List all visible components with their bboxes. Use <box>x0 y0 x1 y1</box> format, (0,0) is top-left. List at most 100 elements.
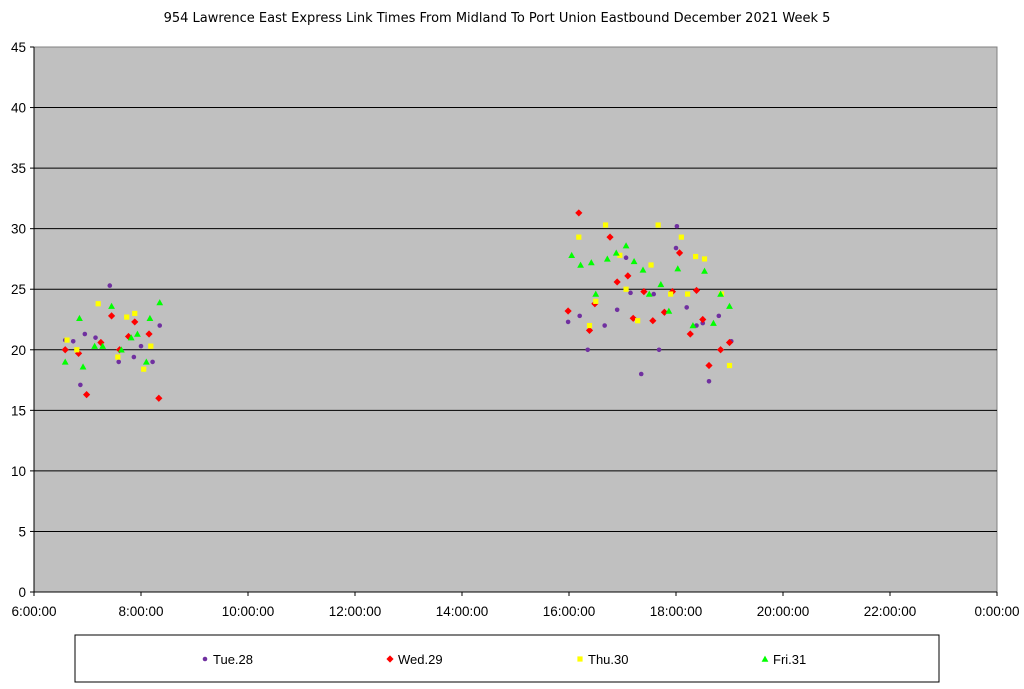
data-point <box>684 305 689 310</box>
data-point <box>640 288 648 296</box>
x-tick-label: 22:00:00 <box>864 604 917 619</box>
data-point <box>602 323 607 328</box>
legend-marker <box>386 655 394 663</box>
data-point <box>577 261 584 268</box>
data-point <box>95 301 101 307</box>
chart-title: 954 Lawrence East Express Link Times Fro… <box>164 11 831 26</box>
axes <box>33 47 997 593</box>
data-point <box>585 347 591 353</box>
legend: Tue.28 Wed.29 Thu.30 Fri.31 <box>74 634 940 683</box>
data-point <box>648 262 654 268</box>
data-point <box>146 314 154 322</box>
data-point <box>61 358 69 365</box>
y-tick-label: 25 <box>11 282 26 297</box>
data-point <box>725 338 734 347</box>
data-point <box>70 339 76 344</box>
data-point <box>117 346 125 353</box>
legend-label: Wed.29 <box>398 652 443 667</box>
data-point <box>156 299 164 306</box>
data-points <box>61 209 734 402</box>
data-point <box>76 314 83 322</box>
data-point <box>645 290 653 297</box>
data-point <box>157 323 163 328</box>
data-point <box>603 255 611 262</box>
x-axis-tick-labels: 6:00:00 8:00:00 10:00:00 12:00:00 14:00:00 16… <box>11 604 1019 619</box>
plot-area <box>33 46 998 593</box>
data-point <box>82 331 88 337</box>
data-point <box>678 234 684 240</box>
x-tick-label: 0:00:00 <box>974 604 1019 619</box>
data-point <box>623 255 629 261</box>
data-point <box>693 253 699 260</box>
data-point <box>141 366 147 372</box>
legend-label: Thu.30 <box>588 652 628 667</box>
data-point <box>78 382 83 388</box>
data-point <box>93 335 98 340</box>
data-point <box>655 222 661 228</box>
data-point <box>674 265 682 272</box>
data-point <box>565 319 571 325</box>
gridlines <box>30 46 998 596</box>
data-point <box>706 378 712 384</box>
x-tick-label: 10:00:00 <box>222 604 275 619</box>
data-point <box>131 354 137 360</box>
data-point <box>145 330 153 338</box>
data-point <box>673 245 679 251</box>
x-tick-label: 20:00:00 <box>757 604 810 619</box>
data-point <box>142 358 150 365</box>
data-point <box>686 330 694 338</box>
data-point <box>674 223 680 229</box>
x-tick-label: 6:00:00 <box>11 604 56 619</box>
series-thu-30 <box>64 222 733 372</box>
data-point <box>577 313 582 319</box>
data-point <box>638 371 644 377</box>
data-point <box>132 310 138 317</box>
data-point <box>635 318 641 324</box>
data-point <box>668 291 674 297</box>
data-point <box>700 320 706 326</box>
legend-box <box>74 634 940 683</box>
data-point <box>585 326 594 334</box>
data-point <box>716 346 725 354</box>
data-point <box>83 390 91 399</box>
data-point <box>622 242 630 249</box>
x-tick-label: 12:00:00 <box>329 604 382 619</box>
data-point <box>568 251 576 259</box>
data-point <box>716 313 722 319</box>
data-point <box>79 363 87 370</box>
data-point <box>602 222 609 228</box>
legend-marker <box>577 656 583 662</box>
data-point <box>649 317 657 325</box>
series-fri-31 <box>61 242 733 370</box>
data-point <box>613 278 621 286</box>
data-point <box>592 290 600 297</box>
y-tick-label: 10 <box>11 464 26 479</box>
y-tick-label: 0 <box>18 585 26 600</box>
data-point <box>64 337 70 343</box>
data-point <box>701 267 708 274</box>
data-point <box>660 308 669 316</box>
data-point <box>710 319 717 326</box>
data-point <box>576 234 582 240</box>
data-point <box>99 342 107 349</box>
data-point <box>657 280 665 288</box>
y-tick-label: 35 <box>11 161 26 176</box>
data-point <box>148 343 154 349</box>
y-tick-label: 15 <box>11 403 26 418</box>
data-point <box>692 286 701 295</box>
data-point <box>701 256 708 262</box>
data-point <box>614 307 620 313</box>
y-tick-label: 40 <box>11 101 26 116</box>
data-point <box>124 314 130 320</box>
data-point <box>606 233 614 241</box>
data-point <box>630 257 638 265</box>
data-point <box>656 347 662 353</box>
y-tick-label: 5 <box>18 524 26 539</box>
x-tick-label: 16:00:00 <box>543 604 596 619</box>
series-tue-28 <box>62 223 734 388</box>
data-point <box>564 307 572 315</box>
data-point <box>74 349 83 358</box>
data-point <box>617 252 623 258</box>
data-point <box>726 362 733 369</box>
